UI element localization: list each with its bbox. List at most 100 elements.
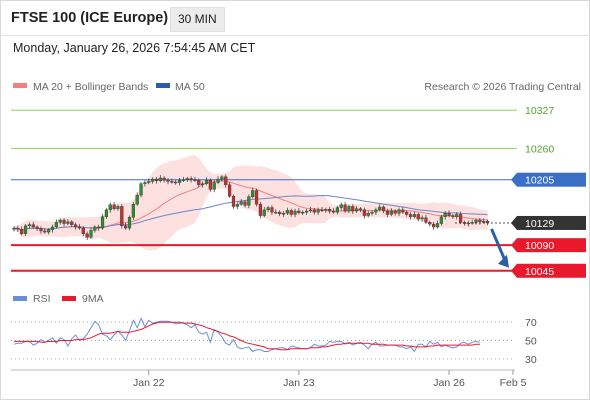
instrument-title: FTSE 100 (ICE Europe) [11, 10, 169, 26]
candle-60 [243, 200, 247, 208]
candle-65 [262, 207, 266, 218]
candle-86 [343, 201, 347, 213]
candle-94 [374, 207, 378, 215]
ma20-legend-label: MA 20 + Bollinger Bands [33, 81, 148, 93]
candle-63 [254, 188, 259, 207]
ma50-legend-swatch [156, 83, 170, 88]
candle-92 [366, 210, 370, 218]
timeframe-badge[interactable]: 30 MIN [170, 7, 225, 32]
candle-17 [77, 224, 82, 230]
candle-72 [289, 208, 293, 217]
candle-41 [170, 178, 174, 184]
candle-90 [358, 207, 363, 213]
rsi-lines [13, 317, 481, 353]
candle-20 [89, 227, 93, 239]
candle-29 [124, 222, 128, 230]
level-label-10327: 10327 [525, 105, 554, 117]
candle-71 [285, 207, 289, 215]
candle-49 [201, 181, 205, 188]
candle-123 [485, 219, 490, 226]
candle-70 [281, 211, 286, 217]
candle-99 [393, 209, 397, 216]
candle-14 [66, 218, 70, 226]
candle-122 [482, 218, 486, 224]
header-divider [0, 35, 590, 36]
candle-43 [177, 177, 182, 186]
moving-averages [13, 180, 488, 231]
rsi-grid: 70 50 30 [11, 317, 537, 366]
candle-64 [258, 201, 262, 219]
candle-27 [116, 204, 120, 211]
candle-108 [428, 220, 432, 227]
candle-89 [355, 205, 359, 213]
level-label-10129: 10129 [525, 218, 554, 230]
rsi-tick-30: 30 [525, 354, 537, 366]
candle-22 [97, 224, 101, 231]
candle-106 [420, 215, 424, 222]
candle-61 [247, 194, 251, 209]
candle-52 [212, 180, 216, 193]
candle-26 [112, 201, 116, 211]
rsi-ma-legend-label: 9MA [82, 293, 104, 305]
candle-68 [274, 209, 278, 214]
candle-32 [135, 192, 139, 206]
candle-25 [108, 202, 112, 213]
bollinger-bands [14, 155, 488, 251]
rsi-ma-legend-swatch [62, 296, 76, 301]
candle-24 [104, 208, 108, 219]
candle-30 [127, 215, 132, 231]
timestamp: Monday, January 26, 2026 7:54:45 AM CET [13, 41, 256, 55]
candle-73 [293, 208, 297, 218]
candle-53 [216, 176, 220, 185]
rsi-legend-label: RSI [33, 293, 51, 305]
level-label-10045: 10045 [525, 266, 554, 278]
candle-28 [120, 204, 124, 229]
bollinger-band-area [14, 155, 488, 251]
level-label-10090: 10090 [525, 240, 554, 252]
candle-10 [50, 224, 55, 233]
candle-3 [23, 224, 28, 237]
x-axis-ticks: Jan 22 Jan 23 Jan 26 Feb 5 [133, 370, 527, 389]
candles [12, 174, 490, 241]
candle-42 [174, 180, 178, 185]
candle-102 [405, 210, 409, 217]
ma20-legend-swatch [13, 83, 27, 88]
candle-78 [312, 208, 316, 215]
candle-47 [193, 176, 197, 182]
candle-23 [100, 213, 105, 230]
level-label-pointer-10045 [511, 263, 517, 278]
candle-95 [378, 204, 382, 212]
candle-117 [462, 220, 467, 226]
candle-115 [455, 212, 459, 220]
candle-74 [297, 208, 301, 215]
x-tick-label-3: Feb 5 [500, 377, 527, 389]
candle-40 [166, 177, 170, 185]
candle-118 [466, 220, 470, 227]
level-label-bg-10090 [517, 238, 586, 253]
candle-110 [435, 220, 440, 229]
candle-114 [451, 213, 455, 219]
x-tick-label-0: Jan 22 [133, 377, 165, 389]
candle-12 [58, 218, 62, 225]
forecast-arrow [490, 228, 509, 268]
x-tick-label-1: Jan 23 [283, 377, 315, 389]
candle-50 [204, 177, 209, 186]
candle-48 [197, 178, 201, 188]
candle-15 [70, 220, 74, 227]
candle-31 [131, 201, 135, 221]
candle-39 [162, 176, 166, 183]
candle-19 [85, 231, 89, 241]
candle-7 [39, 226, 43, 234]
candle-100 [397, 207, 401, 217]
candle-57 [231, 194, 236, 209]
candle-69 [278, 210, 282, 217]
level-label-bg-10205 [517, 172, 586, 187]
candle-4 [27, 222, 31, 229]
candle-67 [270, 205, 274, 215]
candle-35 [147, 178, 151, 185]
candle-11 [54, 219, 58, 229]
candle-36 [150, 177, 155, 184]
candle-34 [143, 180, 147, 187]
candle-51 [208, 178, 212, 192]
candle-80 [320, 207, 324, 213]
